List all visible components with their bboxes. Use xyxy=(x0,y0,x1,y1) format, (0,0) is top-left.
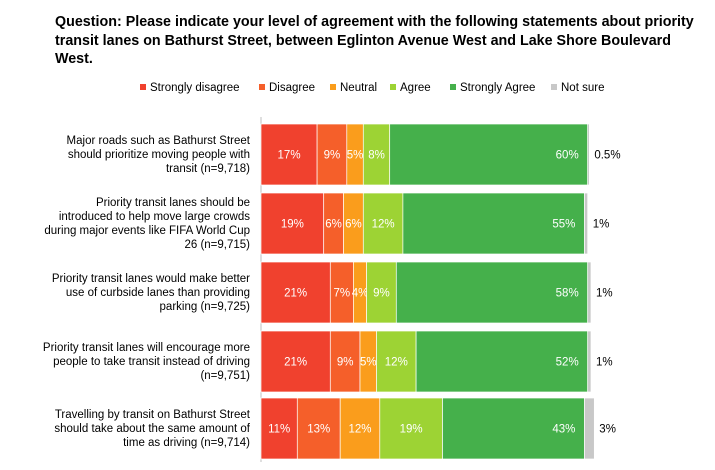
category-label: Priority transit lanes should be introdu… xyxy=(44,196,250,251)
data-label: 21% xyxy=(284,357,307,369)
bar-segment xyxy=(395,261,589,324)
data-label: 8% xyxy=(368,150,385,162)
bar-segment xyxy=(362,123,391,186)
legend-item: Agree xyxy=(390,82,431,94)
legend-swatch xyxy=(259,84,265,90)
category-label: Travelling by transit on Bathurst Street… xyxy=(54,408,250,449)
data-label: 13% xyxy=(307,424,330,436)
bar-segment xyxy=(389,123,589,186)
data-label: 11% xyxy=(268,424,290,436)
data-label: 12% xyxy=(348,424,371,436)
data-label: 6% xyxy=(325,219,342,231)
bar-segment xyxy=(329,330,361,393)
data-label: 19% xyxy=(400,424,423,436)
bar-segment xyxy=(260,261,331,324)
data-label: 6% xyxy=(345,219,362,231)
data-label: 43% xyxy=(552,424,575,436)
legend-swatch xyxy=(330,84,336,90)
data-label: 9% xyxy=(337,357,354,369)
bar-segment xyxy=(366,261,397,324)
data-label: 12% xyxy=(385,357,408,369)
bar-segment xyxy=(584,192,589,255)
chart-legend: Strongly disagree Disagree Neutral Agree Str… xyxy=(0,82,715,98)
category-label: Major roads such as Bathurst Street shou… xyxy=(66,134,250,175)
bar-segment xyxy=(587,330,592,393)
legend-item: Neutral xyxy=(330,82,377,94)
bar-segment xyxy=(339,397,381,460)
data-label: 1% xyxy=(596,357,613,369)
data-label: 4% xyxy=(352,288,369,300)
legend-item: Not sure xyxy=(551,82,604,94)
data-label: 17% xyxy=(278,150,301,162)
data-label: 1% xyxy=(593,219,610,231)
legend-item: Disagree xyxy=(259,82,315,94)
bar-segment xyxy=(587,261,592,324)
data-label: 9% xyxy=(324,150,341,162)
data-label: 7% xyxy=(334,288,351,300)
data-label: 12% xyxy=(372,219,395,231)
bar-segment xyxy=(316,123,348,186)
data-label: 60% xyxy=(556,150,579,162)
legend-item: Strongly Agree xyxy=(450,82,535,94)
legend-label: Neutral xyxy=(340,82,378,94)
legend-swatch xyxy=(390,84,396,90)
legend-item: Strongly disagree xyxy=(140,82,240,94)
category-label: Priority transit lanes will encourage mo… xyxy=(42,341,250,382)
bar-segment xyxy=(260,330,331,393)
data-label: 55% xyxy=(552,219,575,231)
bar-segment xyxy=(260,397,298,460)
data-label: 21% xyxy=(284,288,307,300)
data-label: 58% xyxy=(556,288,579,300)
bar-segment xyxy=(362,192,404,255)
bar-segment xyxy=(587,123,590,186)
legend-swatch xyxy=(551,84,557,90)
legend-label: Strongly disagree xyxy=(150,82,240,94)
bar-segment xyxy=(415,330,589,393)
data-label: 52% xyxy=(556,357,579,369)
data-label: 1% xyxy=(596,288,613,300)
legend-swatch xyxy=(140,84,146,90)
data-label: 9% xyxy=(373,288,390,300)
data-label: 19% xyxy=(281,219,304,231)
bar-segment xyxy=(584,397,595,460)
bar-segment xyxy=(260,123,318,186)
bar-segment xyxy=(296,397,341,460)
bar-segment xyxy=(260,192,325,255)
legend-label: Disagree xyxy=(269,82,316,94)
legend-label: Agree xyxy=(400,82,431,94)
data-label: 5% xyxy=(360,357,377,369)
data-label: 3% xyxy=(599,424,616,436)
legend-label: Strongly Agree xyxy=(460,82,536,94)
legend-swatch xyxy=(450,84,456,90)
bar-segment xyxy=(402,192,585,255)
legend-label: Not sure xyxy=(561,82,605,94)
chart-title: Question: Please indicate your level of … xyxy=(55,14,694,67)
category-label: Priority transit lanes would make better… xyxy=(51,272,250,313)
data-label: 0.5% xyxy=(594,150,620,162)
data-label: 5% xyxy=(347,150,364,162)
bar-segment xyxy=(379,397,443,460)
